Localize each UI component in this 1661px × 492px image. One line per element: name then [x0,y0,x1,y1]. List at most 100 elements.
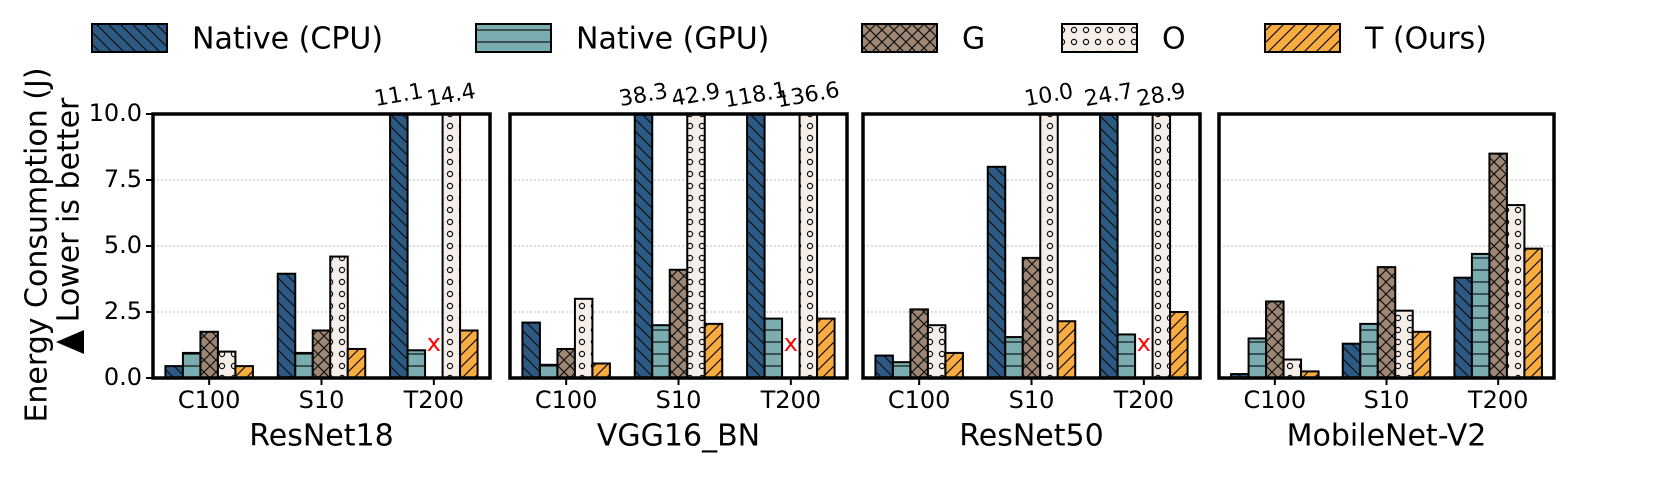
bar [633,114,654,378]
axes-frame [861,112,1202,380]
legend-swatch [91,23,168,53]
x-tick-label: T200 [1113,386,1174,414]
legend-swatch [1061,23,1138,53]
bar [1116,333,1137,378]
panel-title: VGG16_BN [597,419,760,454]
down-triangle [56,330,84,354]
y-tick-label: 10.0 [89,99,142,127]
bar [1004,336,1024,378]
x-tick-label: S10 [1009,386,1055,414]
value-label: 38.3 [617,79,670,112]
bar [216,350,237,378]
bar [1394,309,1414,378]
axes-frame [508,112,849,380]
bar [181,351,202,378]
x-tick-label: C100 [178,386,241,414]
y-tick-label: 5.0 [104,231,142,259]
bar [346,347,367,378]
value-label: 24.7 [1082,79,1135,112]
bar [651,324,671,378]
bar [986,165,1007,378]
y-axis-label: Energy Consumption (J) [20,67,55,422]
bar [573,297,594,378]
bar [1411,330,1432,378]
bar [234,365,254,378]
panel-title: ResNet50 [959,419,1103,454]
bar [1039,114,1059,378]
y-axis-note: Lower is better [52,97,87,322]
bar [1265,300,1285,378]
missing-marker: x [784,329,798,357]
bar [1376,266,1397,378]
bar [1056,320,1077,378]
legend-swatch [475,23,552,53]
bars [1230,152,1543,378]
bar [1470,252,1491,378]
bar [311,329,332,378]
axes-frame [1217,112,1556,380]
legend-label: T (Ours) [1364,22,1487,57]
x-tick-label: T200 [1467,386,1528,414]
bars [164,114,479,378]
bars [521,114,836,378]
legend-label: Native (GPU) [576,22,769,57]
bar [591,362,611,378]
bar [1359,322,1379,378]
x-tick-label: C100 [535,386,598,414]
bar [874,354,894,378]
bars [874,114,1189,378]
bar [538,363,559,378]
bar [556,347,576,378]
panel-title: MobileNet-V2 [1287,419,1487,454]
legend-label: G [962,22,985,57]
bar [668,268,689,378]
bar [1151,114,1172,378]
bar [406,349,427,378]
bar [1453,276,1473,378]
value-label: 11.1 [372,79,425,112]
bar [276,272,297,378]
bar [389,114,409,378]
bar [441,114,462,378]
bar [1247,337,1268,378]
missing-marker: x [1137,329,1151,357]
bar [763,317,784,378]
x-tick-label: T200 [760,386,821,414]
y-tick-label: 0.0 [104,363,142,391]
x-tick-label: C100 [888,386,951,414]
bar [1488,152,1508,378]
bar [703,322,724,378]
bar [294,351,314,378]
bar [199,330,219,378]
y-tick-label: 7.5 [104,165,142,193]
bar [944,351,964,378]
bar [1523,247,1543,378]
bar [329,255,349,378]
bar [521,321,541,378]
legend-label: Native (CPU) [192,22,383,57]
x-tick-label: S10 [299,386,345,414]
value-label: 42.9 [670,79,723,112]
x-tick-label: C100 [1244,386,1307,414]
value-label: 14.4 [425,79,478,112]
bar [798,114,819,378]
value-label: 10.0 [1023,79,1076,112]
bar [1021,256,1042,378]
bar [1282,358,1303,378]
x-tick-label: T200 [403,386,464,414]
bar [459,329,479,378]
legend-swatch [1264,23,1341,53]
bar [891,361,912,378]
bar [164,365,184,378]
bar [746,114,766,378]
axes-frame [151,112,492,380]
legend-swatch [861,23,938,53]
x-tick-label: S10 [1364,386,1410,414]
bar [1169,311,1189,378]
value-label: 28.9 [1135,79,1188,112]
bar [1505,204,1526,378]
bar [1099,114,1119,378]
legend-label: O [1162,22,1186,57]
